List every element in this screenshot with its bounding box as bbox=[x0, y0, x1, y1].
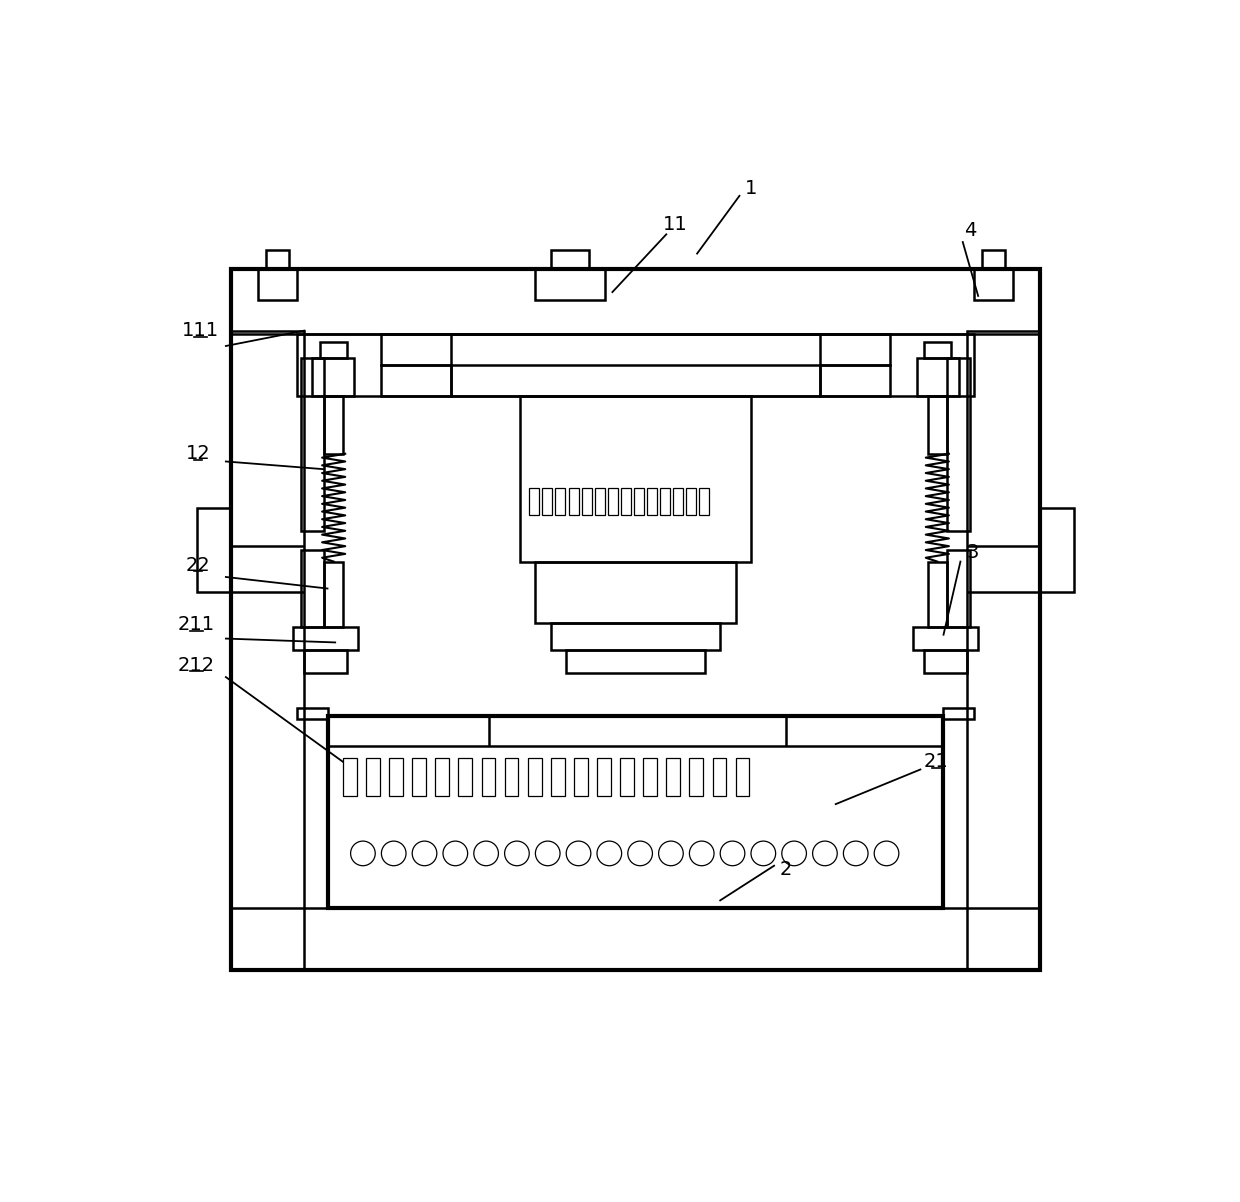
Text: 212: 212 bbox=[179, 656, 216, 676]
Bar bbox=[556, 488, 565, 516]
Bar bbox=[231, 331, 304, 970]
Text: 1: 1 bbox=[745, 179, 758, 197]
Text: 211: 211 bbox=[179, 615, 216, 635]
Bar bbox=[916, 357, 959, 395]
Bar bbox=[551, 250, 589, 269]
Bar bbox=[412, 758, 427, 797]
Bar bbox=[327, 715, 944, 746]
Bar bbox=[536, 269, 605, 299]
Bar bbox=[343, 758, 357, 797]
Text: 21: 21 bbox=[924, 752, 949, 772]
Bar bbox=[596, 758, 611, 797]
Bar bbox=[258, 269, 296, 299]
Bar bbox=[924, 343, 951, 357]
Bar bbox=[1040, 507, 1074, 593]
Bar bbox=[293, 627, 358, 650]
Bar bbox=[975, 269, 1013, 299]
Bar bbox=[300, 357, 324, 531]
Bar bbox=[944, 708, 975, 720]
Bar bbox=[947, 357, 971, 531]
Bar bbox=[735, 758, 749, 797]
Bar bbox=[982, 250, 1006, 269]
Bar bbox=[686, 488, 697, 516]
Bar bbox=[699, 488, 709, 516]
Bar bbox=[542, 488, 552, 516]
Bar bbox=[300, 551, 324, 627]
Bar bbox=[231, 908, 1040, 970]
Bar bbox=[567, 650, 704, 673]
Bar bbox=[520, 395, 751, 561]
Bar bbox=[265, 250, 289, 269]
Bar bbox=[320, 343, 347, 357]
Bar bbox=[231, 269, 1040, 970]
Bar bbox=[660, 488, 670, 516]
Bar bbox=[673, 488, 683, 516]
Bar bbox=[620, 758, 634, 797]
Bar bbox=[621, 488, 631, 516]
Bar bbox=[529, 488, 539, 516]
Bar bbox=[231, 269, 1040, 334]
Bar bbox=[634, 488, 644, 516]
Bar bbox=[551, 758, 564, 797]
Bar bbox=[459, 758, 472, 797]
Bar bbox=[366, 758, 379, 797]
Bar bbox=[928, 395, 947, 454]
Bar bbox=[574, 758, 588, 797]
Text: 111: 111 bbox=[182, 321, 219, 340]
Bar bbox=[304, 650, 347, 673]
Bar bbox=[450, 334, 821, 395]
Text: 12: 12 bbox=[186, 445, 211, 463]
Bar bbox=[568, 488, 579, 516]
Bar bbox=[689, 758, 703, 797]
Bar bbox=[608, 488, 618, 516]
Bar bbox=[928, 561, 947, 627]
Bar bbox=[666, 758, 681, 797]
Text: 3: 3 bbox=[966, 543, 978, 561]
Bar bbox=[644, 758, 657, 797]
Bar bbox=[505, 758, 518, 797]
Bar bbox=[382, 365, 450, 395]
Bar bbox=[324, 561, 343, 627]
Bar bbox=[582, 488, 591, 516]
Bar bbox=[435, 758, 449, 797]
Bar bbox=[551, 623, 720, 650]
Bar bbox=[821, 365, 889, 395]
Bar bbox=[382, 334, 889, 365]
Bar bbox=[481, 758, 495, 797]
Bar bbox=[536, 561, 735, 623]
Text: 4: 4 bbox=[965, 221, 977, 240]
Bar bbox=[924, 650, 967, 673]
Bar bbox=[595, 488, 605, 516]
Bar bbox=[296, 708, 327, 720]
Bar bbox=[713, 758, 727, 797]
Bar bbox=[296, 334, 975, 395]
Text: 22: 22 bbox=[186, 557, 211, 575]
Bar bbox=[647, 488, 657, 516]
Bar bbox=[967, 331, 1040, 970]
Bar bbox=[327, 715, 944, 908]
Bar bbox=[389, 758, 403, 797]
Bar bbox=[913, 627, 978, 650]
Bar bbox=[197, 507, 231, 593]
Bar bbox=[947, 551, 971, 627]
Bar bbox=[324, 395, 343, 454]
Text: 11: 11 bbox=[663, 215, 688, 234]
Text: 2: 2 bbox=[780, 861, 792, 879]
Bar bbox=[528, 758, 542, 797]
Bar bbox=[312, 357, 355, 395]
